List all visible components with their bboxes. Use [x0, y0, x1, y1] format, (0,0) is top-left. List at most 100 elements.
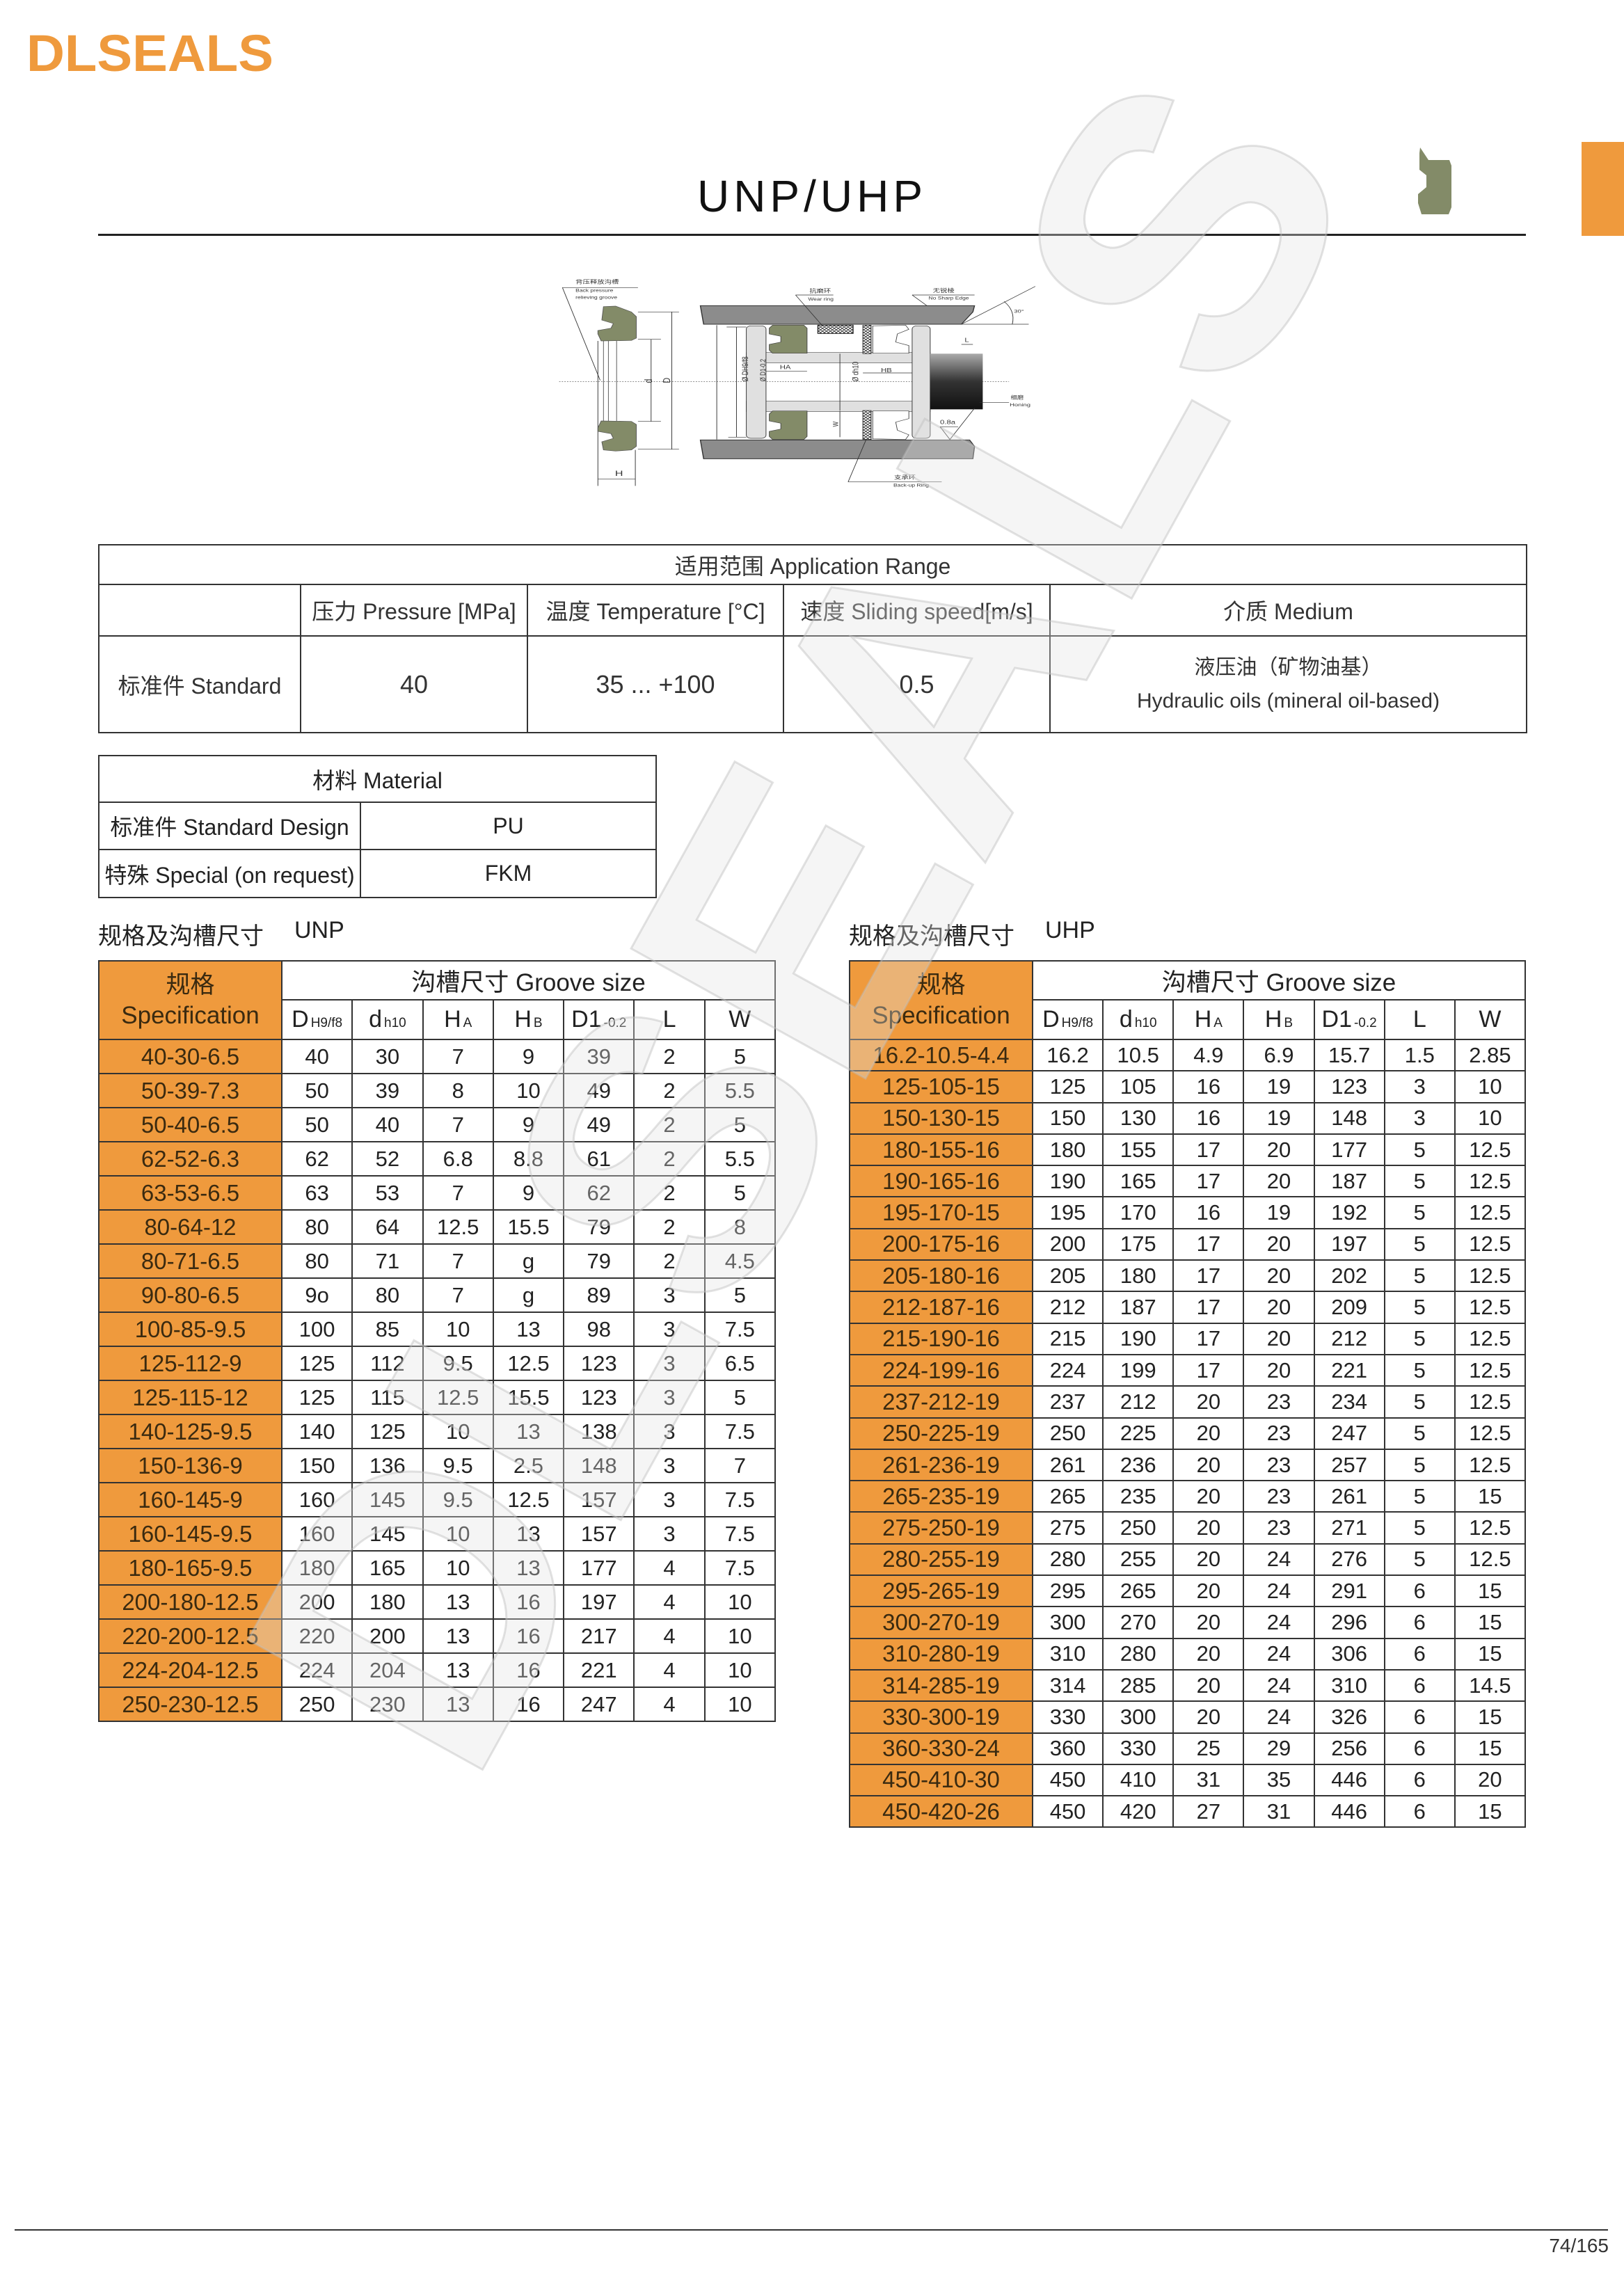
value-cell: 330 — [1102, 1732, 1175, 1765]
table-row: 150-130-15 150 130 16 19 148 3 10 — [849, 1101, 1527, 1135]
column-header-sub: h10 — [384, 1016, 406, 1030]
value-cell: 15 — [1454, 1795, 1527, 1828]
value-cell: 12.5 — [1454, 1511, 1527, 1545]
value-cell: g — [492, 1243, 565, 1279]
column-header-sub: h10 — [1134, 1016, 1157, 1030]
value-cell: 5 — [1383, 1322, 1456, 1355]
value-cell: 265 — [1102, 1574, 1175, 1608]
value-cell: 123 — [1313, 1070, 1385, 1103]
column-header: L — [633, 999, 706, 1040]
value-cell: 12.5 — [1454, 1448, 1527, 1482]
svg-text:No Sharp Edge: No Sharp Edge — [929, 296, 969, 301]
value-cell: 31 — [1243, 1795, 1315, 1828]
value-cell: 10 — [703, 1652, 777, 1688]
value-cell: 10 — [422, 1550, 494, 1586]
value-cell: 195 — [1031, 1196, 1104, 1229]
spec-header-en: Specification — [872, 1001, 1010, 1029]
value-cell: 16 — [492, 1687, 565, 1722]
backup-ring-bottom — [862, 410, 872, 440]
value-cell: 136 — [351, 1448, 424, 1483]
value-cell: 204 — [351, 1652, 424, 1688]
column-header: W — [703, 999, 777, 1040]
value-cell: 250 — [280, 1687, 353, 1722]
column-header-sub: H9/f8 — [1061, 1016, 1094, 1030]
material-value-standard: PU — [360, 802, 657, 850]
value-cell: 13 — [492, 1516, 565, 1552]
value-cell: 40 — [280, 1039, 353, 1074]
svg-text:背压释放沟槽: 背压释放沟槽 — [575, 278, 619, 285]
spec-cell: 314-285-19 — [849, 1668, 1033, 1703]
value-cell: 35 — [1243, 1763, 1315, 1797]
column-header: D1 -0.2 — [1313, 999, 1385, 1040]
value-cell: 165 — [351, 1550, 424, 1586]
column-header-sub: B — [533, 1016, 543, 1030]
value-cell: 250 — [1102, 1511, 1175, 1545]
column-header-main: H — [514, 1006, 532, 1033]
value-cell: 17 — [1172, 1133, 1245, 1167]
value-cell: 100 — [280, 1312, 353, 1347]
value-cell: 12.5 — [492, 1346, 565, 1381]
value-cell: 192 — [1313, 1196, 1385, 1229]
value-cell: 2.5 — [492, 1448, 565, 1483]
value-cell: 125 — [351, 1414, 424, 1449]
value-cell: 10 — [492, 1073, 565, 1108]
table-row: 237-212-19 237 212 20 23 234 5 12.5 — [849, 1385, 1527, 1419]
value-cell: 16 — [1172, 1196, 1245, 1229]
spec-header-cn: 规格 — [916, 971, 966, 998]
value-cell: 20 — [1172, 1448, 1245, 1482]
value-cell: 165 — [1102, 1165, 1175, 1198]
spec-cell: 16.2-10.5-4.4 — [849, 1038, 1033, 1072]
spec-cell: 125-112-9 — [98, 1346, 282, 1381]
value-cell: 5 — [1383, 1227, 1456, 1261]
table-row: 100-85-9.5 100 85 10 13 98 3 7.5 — [98, 1312, 777, 1347]
groove-size-header: 沟槽尺寸 Groove size — [1032, 960, 1526, 1000]
dlseals-logo: DLSEALS — [26, 31, 273, 74]
value-cell: 3 — [633, 1448, 706, 1483]
unp-groove-table: 规格 Specification 沟槽尺寸 Groove size D H9/f8 d h1… — [98, 960, 777, 1722]
spec-cell: 220-200-12.5 — [98, 1618, 282, 1654]
column-header: D H9/f8 — [280, 999, 353, 1040]
column-header-main: d — [1119, 1006, 1133, 1033]
uhp-groove-table: 规格 Specification 沟槽尺寸 Groove size D H9/f8 d h1… — [849, 960, 1527, 1828]
value-cell: 261 — [1031, 1448, 1104, 1482]
column-header-main: D — [1042, 1006, 1060, 1033]
value-cell: 80 — [280, 1243, 353, 1279]
value-cell: 12.5 — [1454, 1165, 1527, 1198]
value-cell: 89 — [563, 1277, 635, 1313]
value-cell: 300 — [1102, 1700, 1175, 1734]
value-cell: 20 — [1172, 1637, 1245, 1671]
medium-cn: 液压油（矿物油基） — [1194, 655, 1383, 679]
value-cell: 9.5 — [422, 1482, 494, 1517]
value-cell: 20 — [1243, 1133, 1315, 1167]
svg-text:D: D — [660, 378, 672, 383]
svg-text:Wear ring: Wear ring — [808, 296, 834, 301]
value-cell: 7 — [422, 1243, 494, 1279]
value-cell: 12.5 — [1454, 1385, 1527, 1419]
value-cell: 187 — [1102, 1291, 1175, 1324]
value-cell: 200 — [351, 1618, 424, 1654]
value-cell: 17 — [1172, 1165, 1245, 1198]
housing-top — [699, 305, 976, 325]
value-cell: 150 — [280, 1448, 353, 1483]
spec-cell: 250-225-19 — [849, 1417, 1033, 1450]
rod — [930, 353, 983, 410]
value-cell: 205 — [1031, 1259, 1104, 1293]
value-cell: 10 — [703, 1618, 777, 1654]
value-cell: 12.5 — [422, 1209, 494, 1245]
value-cell: 230 — [351, 1687, 424, 1722]
spec-cell: 50-40-6.5 — [98, 1107, 282, 1142]
spec-cell: 224-204-12.5 — [98, 1652, 282, 1688]
column-header-main: L — [1412, 1006, 1426, 1033]
svg-text:细磨: 细磨 — [1011, 394, 1024, 400]
column-header-main: W — [1479, 1006, 1502, 1033]
value-cell: 10.5 — [1102, 1038, 1175, 1072]
spec-cell: 310-280-19 — [849, 1637, 1033, 1671]
spec-cell: 237-212-19 — [849, 1385, 1033, 1419]
table-row: 250-225-19 250 225 20 23 247 5 12.5 — [849, 1417, 1527, 1450]
value-cell: 3 — [633, 1312, 706, 1347]
value-cell: 446 — [1313, 1795, 1385, 1828]
value-cell: 8.8 — [492, 1141, 565, 1177]
value-cell: 300 — [1031, 1606, 1104, 1639]
spec-cell: 150-130-15 — [849, 1101, 1033, 1135]
